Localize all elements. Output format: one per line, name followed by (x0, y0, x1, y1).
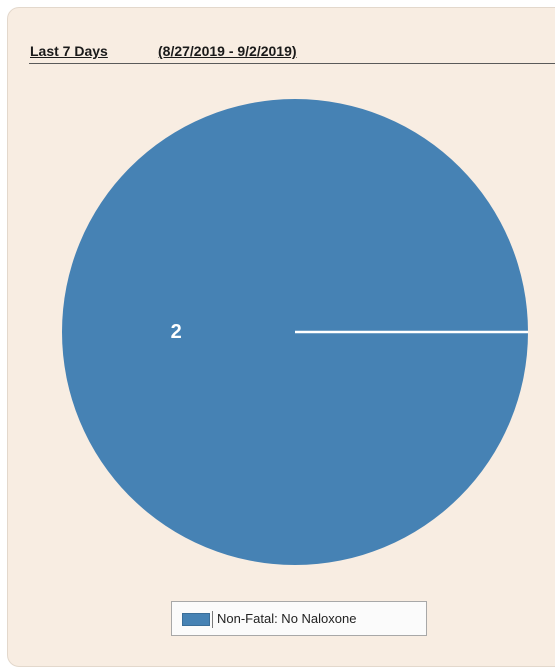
chart-legend: Non-Fatal: No Naloxone (171, 601, 427, 636)
pie-data-labels: 2 (171, 321, 182, 343)
legend-swatch (182, 613, 210, 626)
chart-header: Last 7 Days (8/27/2019 - 9/2/2019) (29, 38, 555, 64)
chart-title: Last 7 Days (30, 43, 108, 59)
legend-divider (212, 611, 213, 628)
pie-data-label-0: 2 (171, 321, 182, 343)
legend-item-label: Non-Fatal: No Naloxone (217, 611, 357, 626)
chart-date-range: (8/27/2019 - 9/2/2019) (158, 43, 297, 59)
pie-slices (62, 99, 528, 565)
